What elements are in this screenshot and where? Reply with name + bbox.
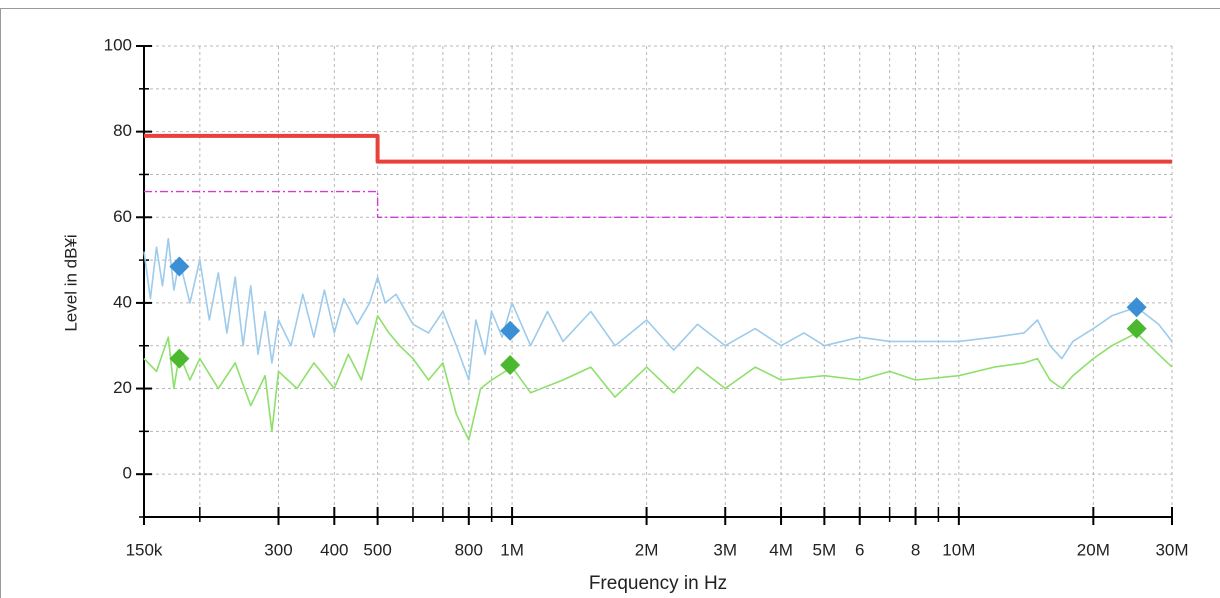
marker xyxy=(169,348,190,369)
x-tick-label: 5M xyxy=(813,540,837,559)
x-tick-label: 1M xyxy=(500,540,524,559)
marker xyxy=(169,256,190,277)
x-tick-label: 8 xyxy=(911,540,920,559)
x-tick-label: 4M xyxy=(769,540,793,559)
frame xyxy=(0,8,1220,598)
y-axis-label: Level in dB¥i xyxy=(61,234,80,331)
x-tick-label: 2M xyxy=(635,540,659,559)
marker xyxy=(1126,318,1147,339)
x-tick-label: 300 xyxy=(264,540,292,559)
y-tick-label: 40 xyxy=(113,292,132,311)
trace xyxy=(143,237,1173,381)
y-tick-label: 80 xyxy=(113,121,132,140)
y-tick-label: 20 xyxy=(113,378,132,397)
x-tick-label: 800 xyxy=(455,540,483,559)
x-tick-label: 3M xyxy=(713,540,737,559)
y-tick-label: 60 xyxy=(113,207,132,226)
x-tick-label: 400 xyxy=(320,540,348,559)
y-tick-label: 0 xyxy=(123,464,132,483)
y-tick-label: 100 xyxy=(104,35,132,54)
x-tick-label: 10M xyxy=(942,540,975,559)
x-tick-label: 6 xyxy=(855,540,864,559)
marker xyxy=(1126,297,1147,318)
x-tick-label: 150k xyxy=(126,540,163,559)
marker xyxy=(500,354,521,375)
limit-line xyxy=(144,133,1172,164)
x-tick-label: 20M xyxy=(1077,540,1110,559)
x-axis-label: Frequency in Hz xyxy=(589,573,727,594)
x-tick-label: 500 xyxy=(363,540,391,559)
x-tick-label: 30M xyxy=(1155,540,1188,559)
marker xyxy=(500,320,521,341)
trace xyxy=(143,315,1173,441)
limit-line xyxy=(144,190,1172,218)
